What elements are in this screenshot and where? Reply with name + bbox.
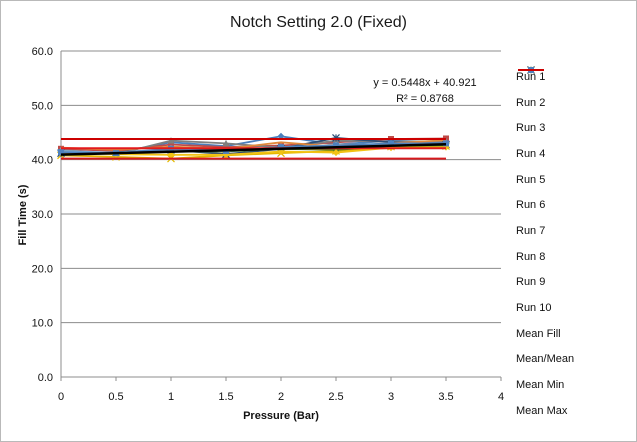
trendline <box>60 143 447 156</box>
legend-item: Run 10 <box>516 66 631 321</box>
legend-label: Run 9 <box>516 276 546 289</box>
data-point <box>332 134 340 142</box>
x-tick-label: 0 <box>58 391 64 403</box>
legend-label: Run 4 <box>516 147 546 160</box>
x-tick-label: 0.5 <box>108 391 123 403</box>
data-point <box>278 144 284 151</box>
legend-swatch <box>518 69 544 71</box>
r-squared-value: R² = 0.8768 <box>396 93 454 105</box>
legend-item: Run 4 <box>516 66 631 167</box>
trendline-equation: y = 0.5448x + 40.921 <box>373 77 477 89</box>
legend-item: Run 3 <box>516 66 631 141</box>
trendline-annotation: y = 0.5448x + 40.921 R² = 0.8768 <box>370 75 480 107</box>
legend-item: Run 8 <box>516 69 631 270</box>
legend-item: Run 9 <box>516 69 631 296</box>
data-point <box>167 137 175 144</box>
chart-title: Notch Setting 2.0 (Fixed) <box>230 14 407 31</box>
x-tick-label: 2.5 <box>328 391 343 403</box>
y-tick-label: 50.0 <box>32 100 53 112</box>
legend-item: Mean/Mean <box>516 69 631 373</box>
x-axis-label: Pressure (Bar) <box>243 410 319 422</box>
data-point <box>167 151 175 159</box>
data-point <box>443 140 449 147</box>
data-point <box>388 140 394 147</box>
legend-label: Mean Min <box>516 379 565 392</box>
legend-label: Run 3 <box>516 122 546 135</box>
data-point <box>168 141 174 148</box>
x-tick-label: 1 <box>168 391 174 403</box>
legend-item: Mean Min <box>516 69 631 398</box>
legend-label: Run 10 <box>516 302 552 315</box>
y-tick-label: 20.0 <box>32 263 53 275</box>
legend-label: Run 8 <box>516 250 546 263</box>
legend-label: Mean Fill <box>516 327 561 340</box>
data-point <box>223 144 229 151</box>
legend-label: Run 5 <box>516 173 546 186</box>
legend-label: Run 7 <box>516 224 546 237</box>
y-tick-label: 10.0 <box>32 318 53 330</box>
x-tick-label: 4 <box>498 391 504 403</box>
legend-label: Run 2 <box>516 96 546 109</box>
legend-item: Run 7 <box>516 66 631 244</box>
legend-label: Run 6 <box>516 199 546 212</box>
data-point <box>332 149 340 157</box>
legend-item: Run 5 <box>516 66 631 193</box>
legend-label: Mean Max <box>516 404 568 417</box>
data-point <box>222 139 230 147</box>
legend-label: Run 1 <box>516 70 546 83</box>
legend-item: Run 2 <box>516 67 631 116</box>
y-tick-label: 0.0 <box>38 372 53 384</box>
x-tick-label: 1.5 <box>218 391 233 403</box>
legend: Run 1 Run 2 Run 3 Run 4 Run 5 Run 6 Run 7 Run 8… <box>516 64 631 424</box>
legend-item: Run 6 <box>516 67 631 218</box>
data-point <box>333 142 339 149</box>
x-tick-label: 3.5 <box>438 391 453 403</box>
y-tick-label: 30.0 <box>32 209 53 221</box>
legend-label: Mean/Mean <box>516 353 575 366</box>
data-point <box>58 149 64 156</box>
y-tick-label: 60.0 <box>32 46 53 58</box>
x-tick-label: 2 <box>278 391 284 403</box>
legend-item: Mean Max <box>516 69 631 424</box>
legend-item: Mean Fill <box>516 67 631 347</box>
y-tick-label: 40.0 <box>32 155 53 167</box>
x-tick-label: 3 <box>388 391 394 403</box>
